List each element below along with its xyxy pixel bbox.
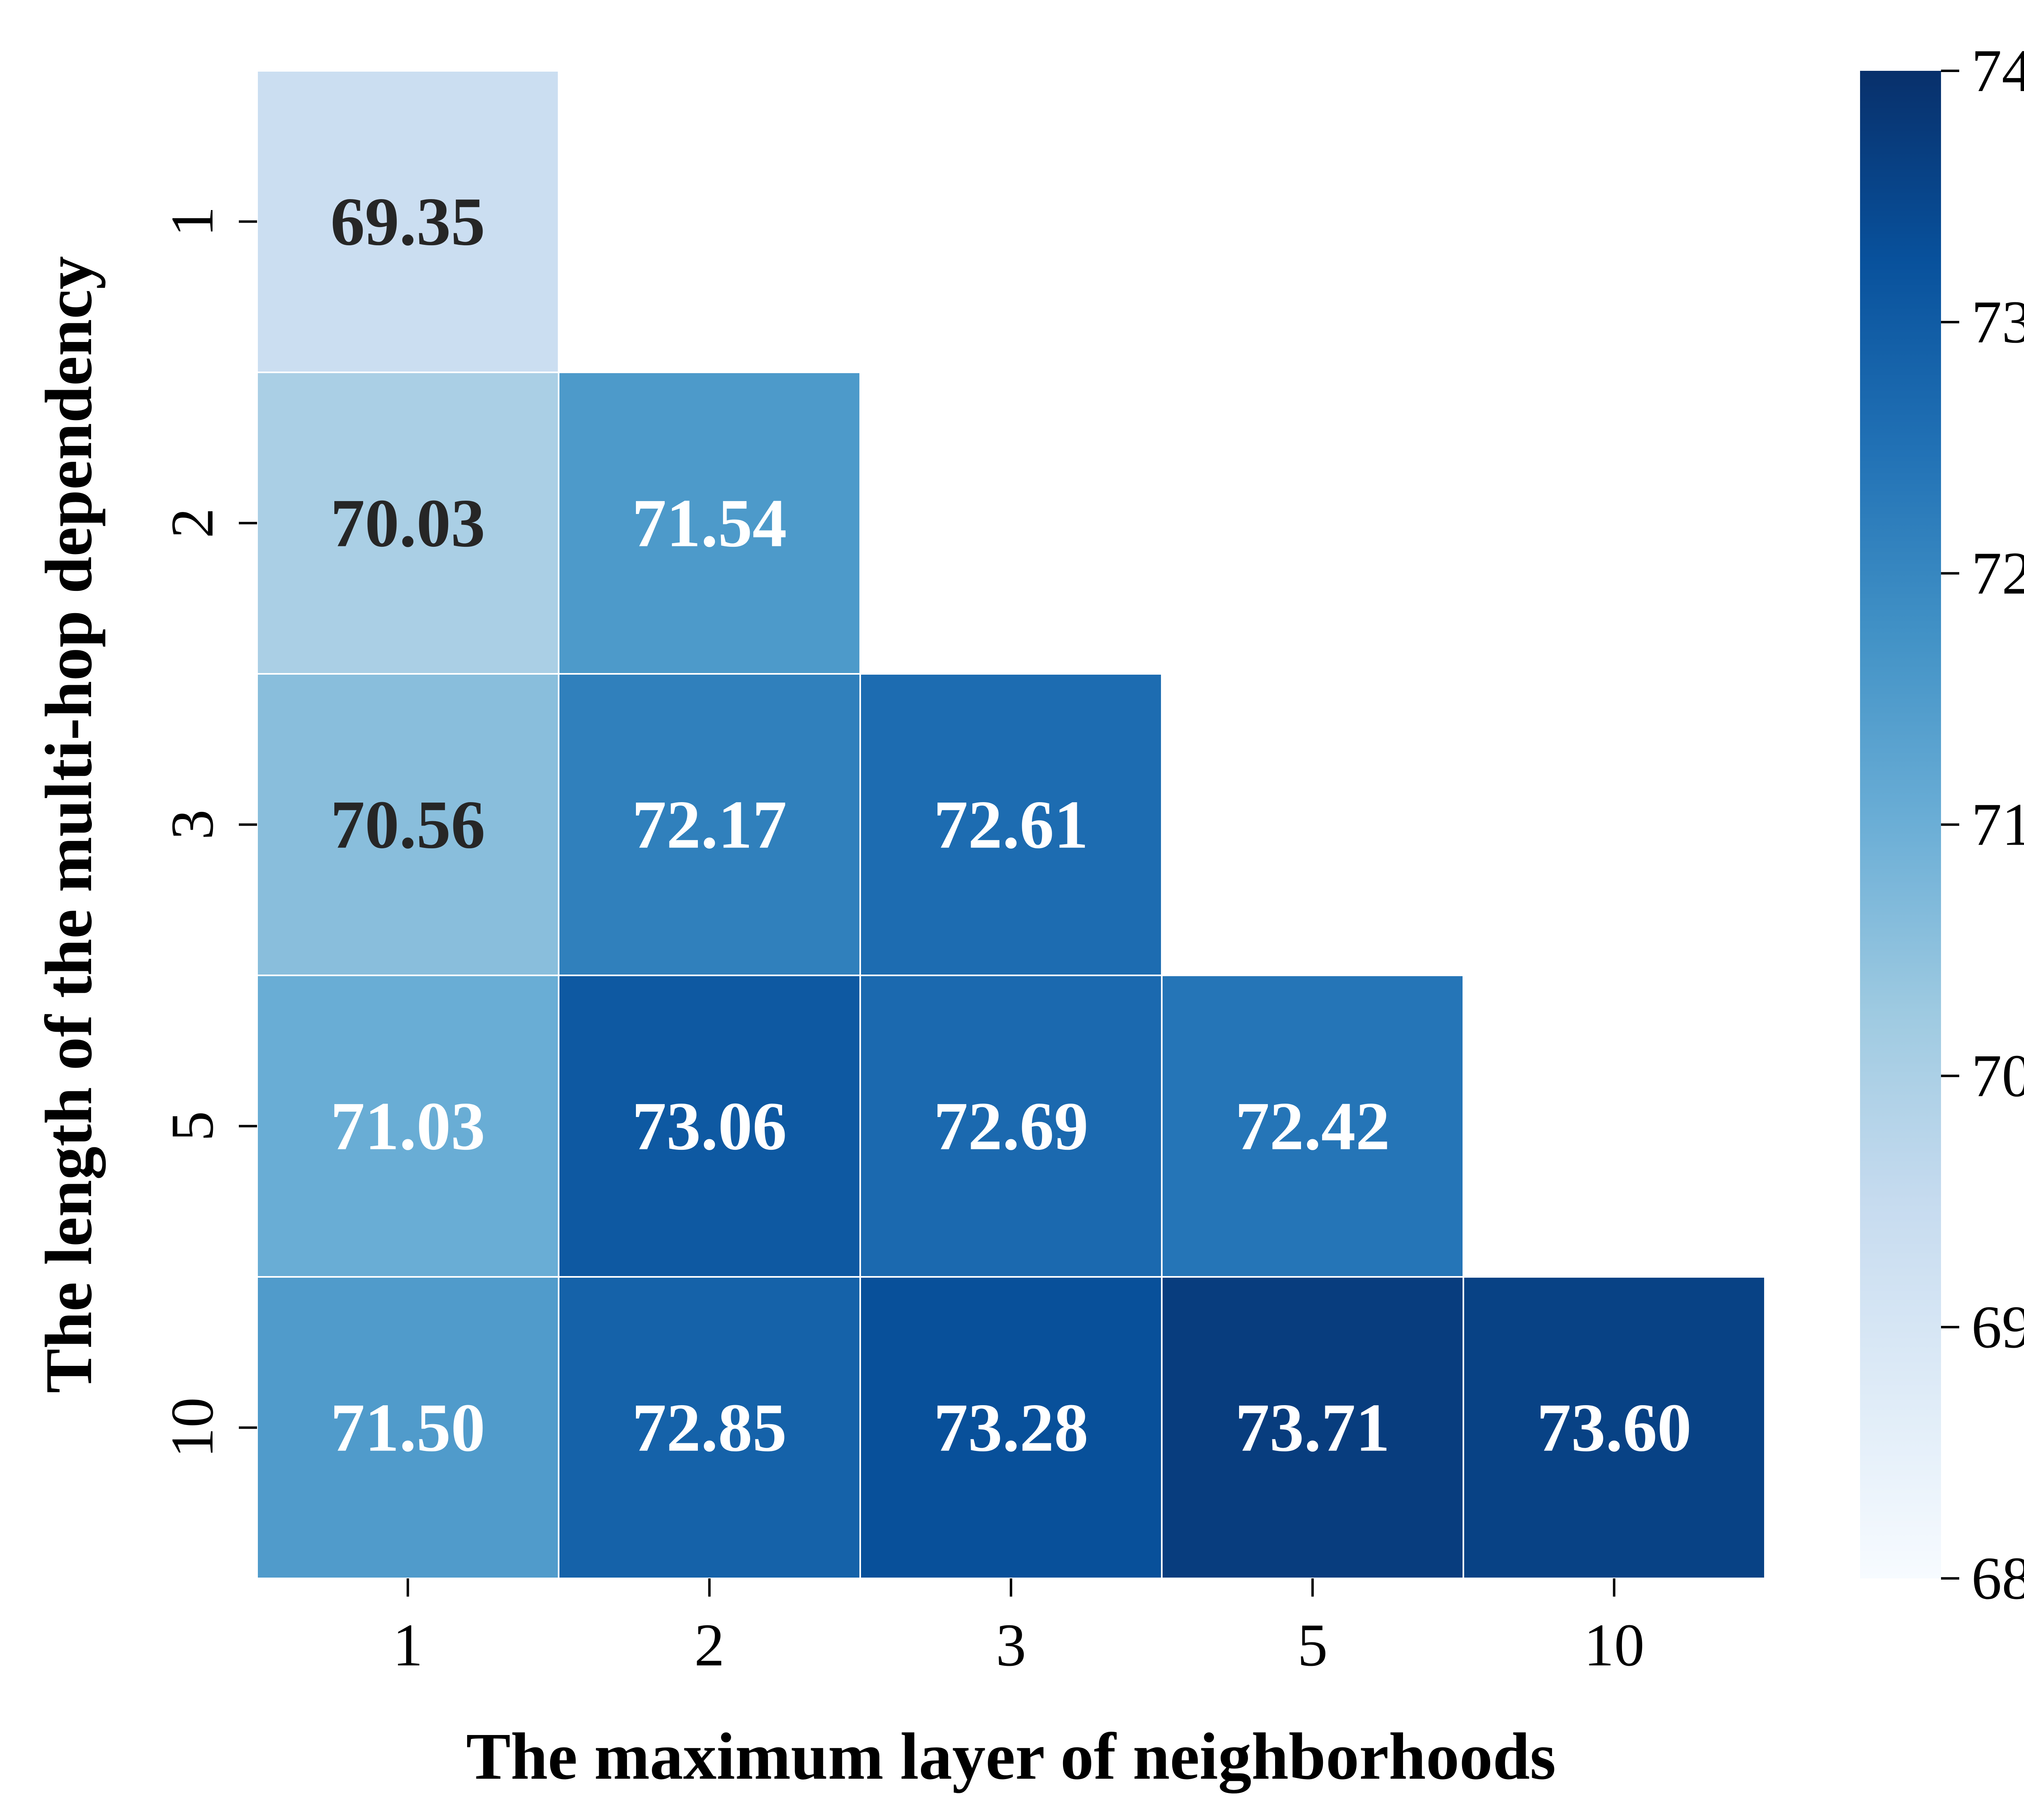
x-tick-label: 3	[996, 1612, 1026, 1679]
cell-value-label: 73.28	[933, 1390, 1089, 1466]
heatmap-cell	[558, 372, 861, 675]
cell-value-label: 72.42	[1235, 1088, 1390, 1164]
cell-value-label: 71.50	[330, 1390, 485, 1466]
y-axis-title: The length of the multi-hop dependency	[32, 256, 106, 1393]
x-axis-title: The maximum layer of neighborhoods	[466, 1719, 1556, 1794]
y-tick-label: 10	[159, 1397, 226, 1458]
colorbar-tick-label: 68	[1971, 1545, 2024, 1612]
heatmap-cell	[1463, 1276, 1766, 1579]
x-tick-label: 10	[1584, 1612, 1645, 1679]
heatmap-cell-labels: 69.35 70.03 71.54 70.56 72.17 72.61 71.03 73.06…	[330, 184, 1692, 1466]
heatmap-cell	[256, 70, 559, 373]
heatmap-cell	[859, 1276, 1163, 1579]
colorbar-tick-label: 69	[1971, 1293, 2024, 1361]
y-tick-label: 1	[159, 206, 226, 237]
cell-value-label: 72.17	[632, 787, 787, 863]
heatmap-cell	[256, 975, 559, 1278]
colorbar: 68 69 70 71 72 73 74	[1860, 37, 2024, 1612]
cell-value-label: 72.85	[632, 1390, 787, 1466]
heatmap-cell	[558, 1276, 861, 1579]
heatmap-cells	[256, 70, 1766, 1579]
cell-value-label: 71.03	[330, 1088, 485, 1164]
heatmap-cell	[558, 975, 861, 1278]
x-tick-label: 1	[393, 1612, 423, 1679]
colorbar-tick-label: 74	[1971, 37, 2024, 104]
colorbar-tick-label: 73	[1971, 289, 2024, 356]
cell-value-label: 72.69	[933, 1088, 1089, 1164]
heatmap-cell	[1161, 1276, 1464, 1579]
cell-value-label: 69.35	[330, 184, 485, 260]
x-axis: 1 2 3 5 10	[393, 1578, 1645, 1679]
colorbar-tick-label: 70	[1971, 1042, 2024, 1109]
cell-value-label: 70.03	[330, 485, 485, 561]
cell-value-label: 73.71	[1235, 1390, 1390, 1466]
x-tick-label: 2	[694, 1612, 725, 1679]
y-axis: 1 2 3 5 10	[159, 206, 257, 1458]
cell-value-label: 73.60	[1537, 1390, 1692, 1466]
heatmap-cell	[558, 673, 861, 976]
cell-value-label: 70.56	[330, 787, 485, 863]
y-tick-label: 2	[159, 508, 226, 538]
y-tick-label: 5	[159, 1111, 226, 1141]
heatmap-cell	[1161, 975, 1464, 1278]
heatmap-cell	[256, 372, 559, 675]
x-tick-label: 5	[1297, 1612, 1328, 1679]
cell-value-label: 72.61	[933, 787, 1089, 863]
heatmap-cell	[256, 673, 559, 976]
cell-value-label: 73.06	[632, 1088, 787, 1164]
colorbar-tick-label: 71	[1971, 791, 2024, 858]
y-tick-label: 3	[159, 809, 226, 840]
cell-value-label: 71.54	[632, 485, 787, 561]
heatmap-cell	[859, 673, 1163, 976]
colorbar-tick-label: 72	[1971, 540, 2024, 607]
colorbar-ticks: 68 69 70 71 72 73 74	[1941, 37, 2024, 1612]
colorbar-gradient	[1860, 71, 1941, 1578]
